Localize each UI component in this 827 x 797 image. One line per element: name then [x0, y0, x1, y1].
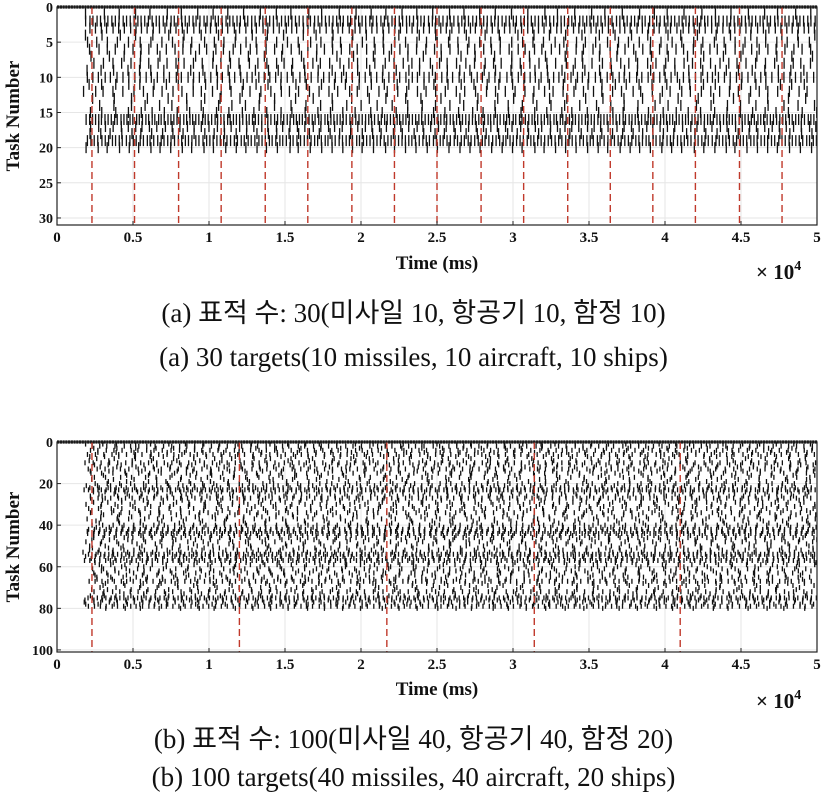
x-tick-label: 2.5: [428, 230, 447, 246]
y-tick-label: 25: [39, 177, 53, 192]
x-multiplier-base: × 10: [756, 260, 794, 284]
x-multiplier: × 104: [756, 259, 801, 284]
y-tick-label: 30: [39, 212, 53, 227]
caption-a-english: (a) 30 targets(10 missiles, 10 aircraft,…: [159, 342, 668, 372]
x-tick-labels: 0 0.5 1 1.5 2 2.5 3 3.5 4 4.5 5: [53, 221, 821, 246]
x-tick-label: 3.5: [580, 230, 599, 246]
x-tick-label: 0.5: [124, 230, 143, 246]
boundary-lines: [91, 7, 783, 225]
x-multiplier-exponent: 4: [794, 259, 801, 274]
y-tick-labels: 0 5 10 15 20 25 30: [39, 1, 61, 227]
task-marks: [57, 440, 818, 611]
x-tick-label: 1.5: [276, 230, 295, 246]
x-tick-label: 1: [205, 230, 213, 246]
x-tick-label: 5: [813, 230, 821, 246]
y-axis-label: Task Number: [3, 60, 24, 171]
caption-a-korean: (a) 표적 수: 30(미사일 10, 항공기 10, 함정 10): [161, 298, 666, 328]
x-tick-label: 4.5: [732, 230, 751, 246]
x-tick-label: 3: [509, 230, 517, 246]
x-tick-label: 2: [357, 230, 365, 246]
y-tick-label: 5: [46, 36, 53, 51]
x-tick-label: 4: [661, 230, 669, 246]
chart-a: 0 5 10 15 20 25 30 0 0.5 1 1.5 2 2.5 3 3.5 4 4.5 5 Time …: [3, 1, 821, 284]
x-axis-label: Time (ms): [396, 253, 479, 274]
y-tick-label: 0: [46, 1, 53, 16]
y-tick-label: 15: [39, 106, 53, 121]
y-tick-label: 20: [39, 142, 53, 157]
x-tick-label: 0: [53, 230, 61, 246]
y-tick-label: 10: [39, 71, 53, 86]
